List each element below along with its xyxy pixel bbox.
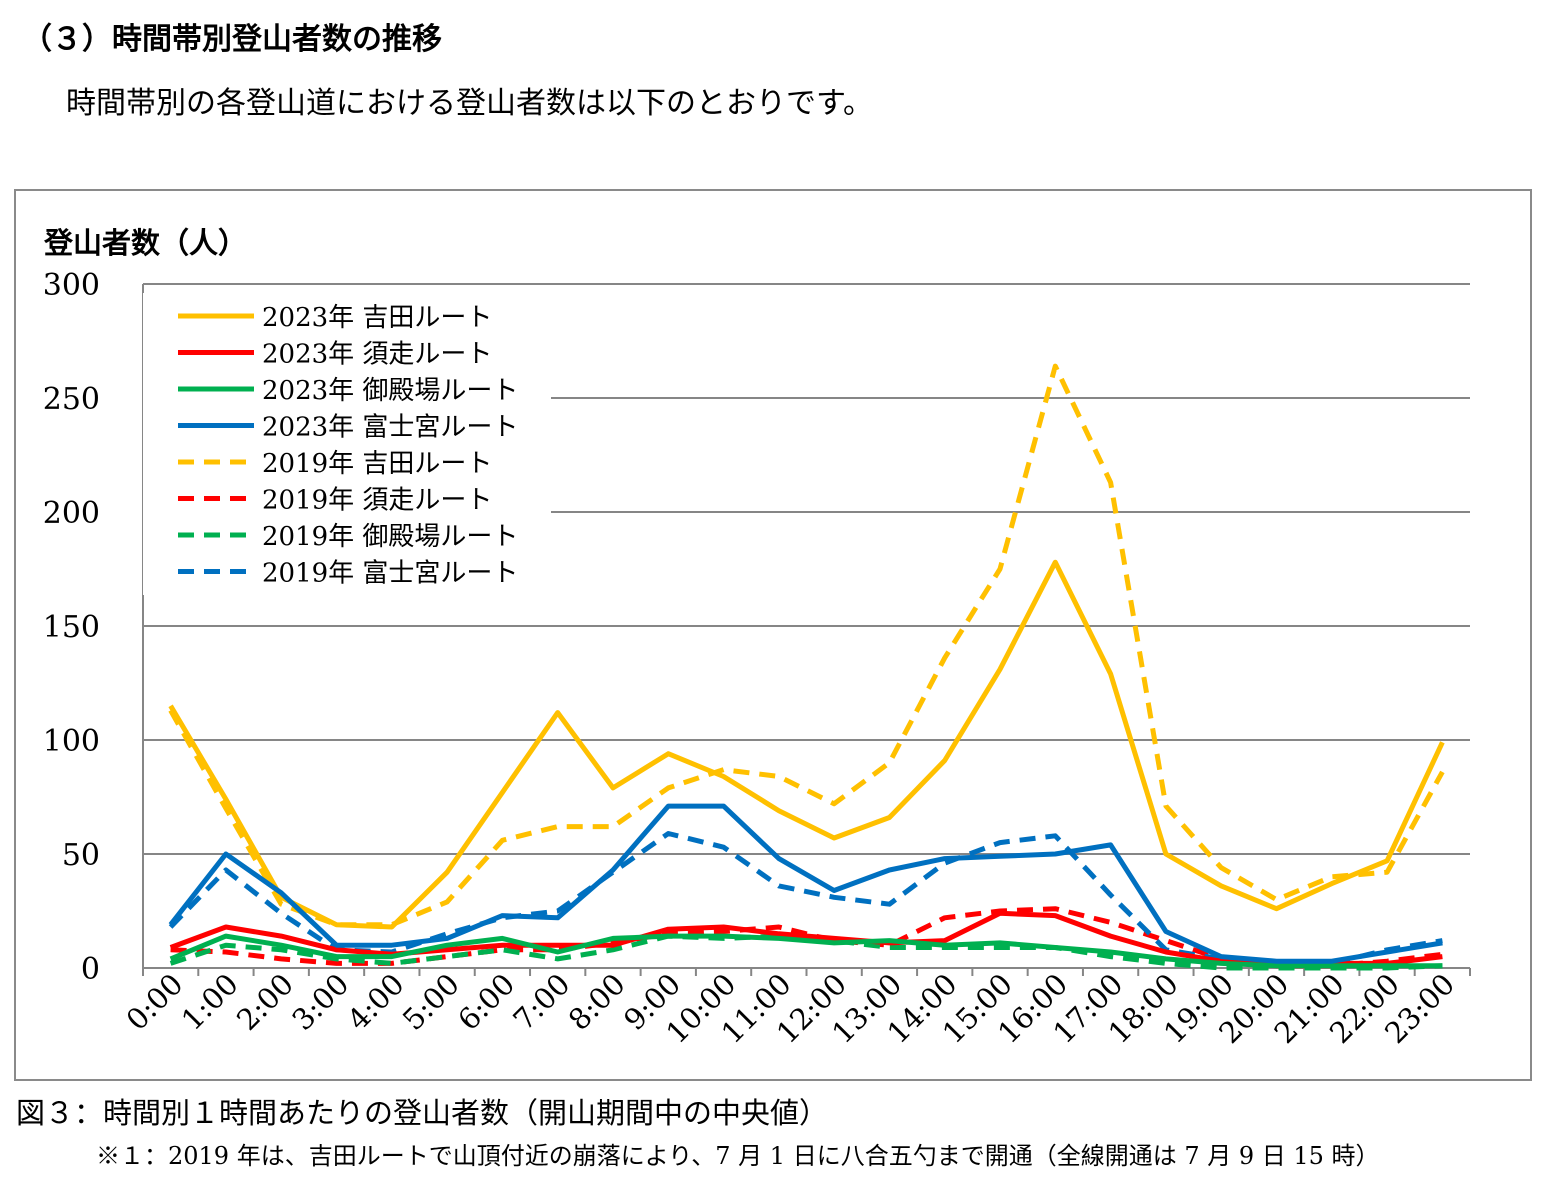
legend-label: 2019年 須走ルート [262,486,492,516]
x-tick-label: 4:00 [341,967,411,1037]
y-tick-label: 250 [43,382,100,417]
chart-frame [14,189,1532,1081]
series-line [168,559,1445,930]
series-line [169,933,1443,971]
x-tick-label: 8:00 [562,967,632,1037]
x-tick-label: 6:00 [451,967,521,1037]
figure-caption: 図３：時間別１時間あたりの登山者数（開山期間中の中央値） [16,1096,829,1130]
y-tick-label: 200 [43,496,100,531]
x-tick-label: 5:00 [396,967,466,1037]
legend-background [143,293,551,595]
x-tick-label: 1:00 [175,967,245,1037]
intro-text: 時間帯別の各登山道における登山者数は以下のとおりです。 [66,86,873,121]
series-line [169,933,1443,969]
figure-note: ※１：2019 年は、吉田ルートで山頂付近の崩落により、7 月 1 日に八合五勺… [96,1142,1380,1170]
x-tick-label: 3:00 [285,967,355,1037]
y-axis-label: 登山者数（人） [44,226,248,260]
x-tick-label: 0:00 [120,967,190,1037]
y-tick-label: 50 [62,838,100,873]
legend-label: 2023年 富士宮ルート [262,413,518,443]
y-tick-label: 0 [81,952,100,987]
legend: 2023年 吉田ルート 2023年 須走ルート 2023年 御殿場ルート 2023年 … [178,303,518,589]
legend-label: 2023年 吉田ルート [262,303,492,333]
y-tick-label: 100 [43,724,100,759]
legend-label: 2023年 御殿場ルート [262,376,518,406]
series-lines [168,363,1445,971]
legend-label: 2019年 富士宮ルート [262,559,518,589]
legend-label: 2019年 御殿場ルート [262,522,518,552]
section-title: （３）時間帯別登山者数の推移 [22,22,442,57]
y-tick-label: 150 [43,610,100,645]
y-tick-label: 300 [43,268,100,303]
x-tick-label: 7:00 [507,967,577,1037]
x-tick-label: 2:00 [230,967,300,1037]
legend-label: 2019年 吉田ルート [262,449,492,479]
legend-label: 2023年 須走ルート [262,340,492,370]
series-line [168,803,1443,964]
